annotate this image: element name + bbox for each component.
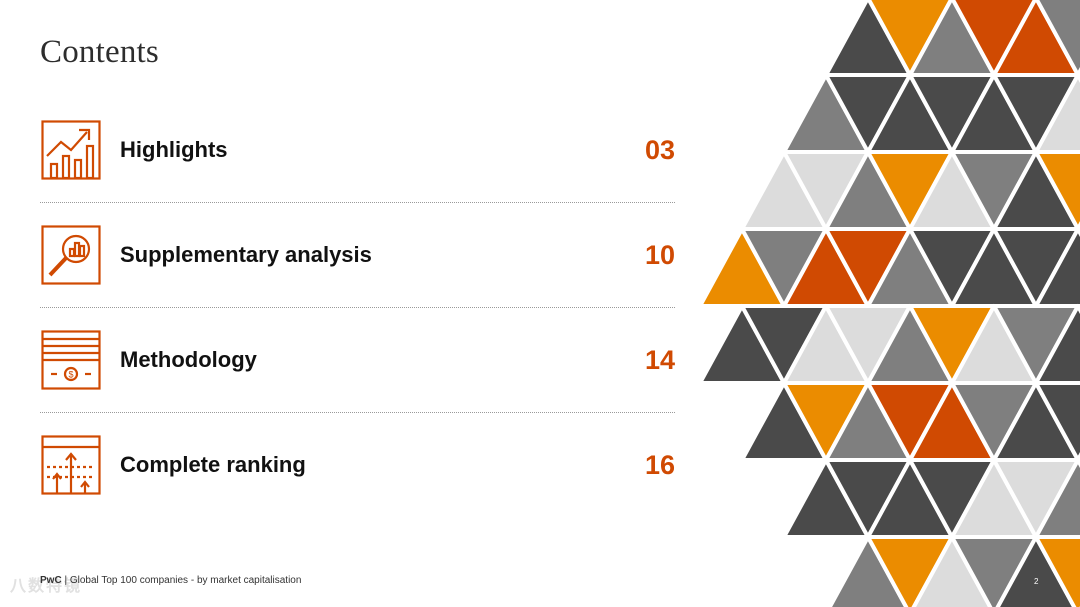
dotted-divider [40,202,675,203]
mosaic-triangle [908,227,996,308]
mosaic-triangle [908,381,996,462]
mosaic-triangle [824,304,912,385]
mosaic-triangle [824,381,912,462]
mosaic-triangle [950,0,1038,77]
footer-separator: | [61,575,70,586]
mosaic-triangle [824,0,912,77]
toc-item-page-number: 16 [644,450,675,480]
mosaic-triangle [824,458,912,539]
contents-list: Highlights 03 Supplementary analysis 10 … [40,115,675,535]
toc-item-page-number: 10 [644,240,675,270]
magnifier-chart-icon [41,225,101,285]
mosaic-triangle [866,227,954,308]
mosaic-triangle [1034,304,1080,385]
mosaic-triangle [908,73,996,154]
mosaic-triangle [782,227,870,308]
mosaic-triangle [908,304,996,385]
mosaic-triangle [950,535,1038,607]
page-title: Contents [40,34,159,70]
toc-item-page-number: 14 [644,345,675,375]
dotted-divider [40,412,675,413]
mosaic-triangle [866,458,954,539]
mosaic-triangle [866,381,954,462]
toc-item-methodology[interactable]: $ Methodology 14 [40,325,675,430]
mosaic-triangle [782,458,870,539]
footer: PwC | Global Top 100 companies - by mark… [40,575,301,586]
mosaic-triangle [866,0,954,77]
mosaic-triangle [1034,150,1080,231]
mosaic-triangle [866,73,954,154]
mosaic-triangle [992,458,1080,539]
mosaic-triangle [824,73,912,154]
mosaic-triangle [911,535,993,607]
mosaic-triangle [824,227,912,308]
mosaic-triangle [1034,0,1080,77]
toc-item-label: Supplementary analysis [120,242,372,267]
mosaic-triangle [740,381,828,462]
mosaic-triangle [1034,227,1080,308]
mosaic-triangle [992,227,1080,308]
mosaic-triangle [1034,535,1080,607]
mosaic-triangle [992,381,1080,462]
banknote-stack-icon: $ [41,330,101,390]
ranking-arrows-icon [41,435,101,495]
mosaic-triangle [950,150,1038,231]
footer-text: Global Top 100 companies - by market cap… [69,575,302,586]
dotted-divider [40,307,675,308]
mosaic-triangle [740,227,828,308]
mosaic-triangle [698,227,786,308]
mosaic-triangle [1034,73,1080,154]
mosaic-triangle [824,150,912,231]
page-number: 2 [1034,577,1039,586]
toc-item-complete-ranking[interactable]: Complete ranking 16 [40,430,675,535]
mosaic-triangle [866,304,954,385]
toc-item-page-number: 03 [644,135,675,165]
mosaic-triangle [866,535,954,607]
mosaic-triangle [995,535,1077,607]
mosaic-triangle [908,150,996,231]
toc-item-supplementary-analysis[interactable]: Supplementary analysis 10 [40,220,675,325]
mosaic-triangle [782,150,870,231]
mosaic-triangle [866,150,954,231]
toc-item-label: Highlights [120,137,228,162]
mosaic-triangle [827,535,909,607]
mosaic-triangle [908,458,996,539]
mosaic-triangle [950,73,1038,154]
mosaic-triangle [782,381,870,462]
toc-item-highlights[interactable]: Highlights 03 [40,115,675,220]
mosaic-triangle [950,458,1038,539]
mosaic-triangle [1034,458,1080,539]
mosaic-triangle [950,381,1038,462]
mosaic-triangle [992,304,1080,385]
toc-item-label: Methodology [120,347,257,372]
mosaic-triangle [782,73,870,154]
mosaic-triangle [992,150,1080,231]
mosaic-triangle [950,227,1038,308]
mosaic-triangle [782,304,870,385]
mosaic-triangle [698,304,786,385]
mosaic-triangle [908,0,996,77]
mosaic-triangle [992,0,1080,77]
watermark: 八数特镜 [10,578,83,595]
svg-text:$: $ [68,370,73,380]
mosaic-triangle [992,73,1080,154]
mosaic-triangle [740,304,828,385]
footer-brand: PwC [40,575,62,586]
toc-item-label: Complete ranking [120,452,306,477]
rising-chart-icon [41,120,101,180]
mosaic-triangle [740,150,828,231]
mosaic-triangle [1034,381,1080,462]
mosaic-triangle [950,304,1038,385]
